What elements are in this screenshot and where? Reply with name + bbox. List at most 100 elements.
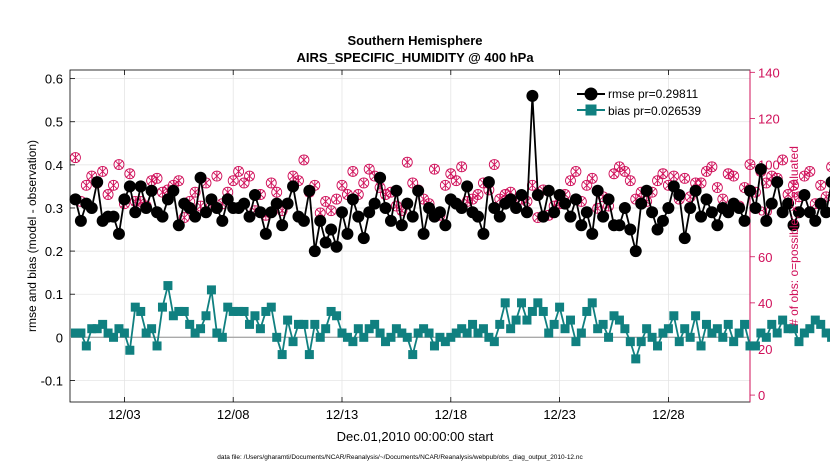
rmse-point xyxy=(618,201,631,214)
rmse-point xyxy=(297,214,310,227)
obs-evaluated-point xyxy=(473,189,483,200)
y-tick-label: 0.1 xyxy=(45,287,63,302)
rmse-point xyxy=(123,180,136,193)
bias-point xyxy=(130,302,140,312)
rmse-point xyxy=(346,193,359,206)
legend-bias-label: bias pr=0.026539 xyxy=(608,104,701,118)
rmse-point xyxy=(733,201,746,214)
obs-evaluated-point xyxy=(109,180,118,191)
obs-possible-point xyxy=(657,168,669,180)
rmse-point xyxy=(711,219,724,232)
obs-possible-point xyxy=(336,179,348,191)
bias-point xyxy=(767,319,777,329)
bias-point xyxy=(391,324,401,334)
bias-point xyxy=(707,328,717,338)
bias-point xyxy=(185,319,195,329)
bias-point xyxy=(533,298,543,308)
obs-evaluated-point xyxy=(778,155,787,165)
rmse-point xyxy=(417,227,430,240)
obs-evaluated-point xyxy=(713,182,722,193)
bias-point xyxy=(827,332,830,342)
bias-point xyxy=(114,324,124,334)
bias-point xyxy=(190,328,200,338)
bias-point xyxy=(451,328,461,338)
obs-possible-point xyxy=(826,161,830,173)
bias-point xyxy=(87,324,97,334)
rmse-point xyxy=(765,197,778,210)
obs-evaluated-point xyxy=(626,175,635,186)
obs-evaluated-point xyxy=(234,166,243,177)
rmse-point xyxy=(575,219,588,232)
bias-point xyxy=(495,319,505,329)
obs-evaluated-point xyxy=(359,178,369,188)
x-tick-label: 12/03 xyxy=(108,407,141,422)
rmse-point xyxy=(374,171,387,184)
bias-point xyxy=(794,337,804,347)
bias-point xyxy=(473,328,483,338)
bias-point xyxy=(674,337,684,347)
bias-point xyxy=(478,324,488,334)
bias-point xyxy=(669,311,679,321)
bias-point xyxy=(740,319,750,329)
y-tick-label: 0 xyxy=(56,330,63,345)
obs-possible-point xyxy=(777,154,789,166)
obs-evaluated-point xyxy=(103,189,113,200)
rmse-point xyxy=(172,219,185,232)
obs-evaluated-point xyxy=(680,173,690,184)
rmse-point xyxy=(814,197,827,210)
rmse-point xyxy=(91,176,104,189)
bias-point xyxy=(201,311,211,321)
rmse-point xyxy=(216,214,229,227)
bias-point xyxy=(337,328,347,338)
y2-tick-label: 140 xyxy=(758,65,780,80)
obs-evaluated-point xyxy=(800,171,809,181)
bias-point xyxy=(799,328,809,338)
rmse-point xyxy=(662,201,675,214)
bias-point xyxy=(223,302,233,312)
obs-evaluated-point xyxy=(419,194,428,204)
rmse-point xyxy=(161,193,174,206)
rmse-point xyxy=(667,180,680,193)
rmse-point xyxy=(390,184,403,197)
obs-possible-point xyxy=(711,182,723,194)
bias-point xyxy=(212,328,222,338)
bias-point xyxy=(76,328,86,338)
bias-point xyxy=(283,315,293,325)
obs-possible-point xyxy=(456,161,468,173)
bias-point xyxy=(206,285,216,295)
data-file-footer: data file: /Users/gharamti/Documents/NCA… xyxy=(217,454,583,461)
bias-point xyxy=(756,328,766,338)
obs-possible-point xyxy=(592,202,604,214)
obs-evaluated-point xyxy=(528,180,537,191)
bias-point xyxy=(429,341,439,351)
rmse-point xyxy=(325,223,338,236)
y-tick-label: 0.2 xyxy=(45,244,63,259)
obs-evaluated-point xyxy=(729,171,738,181)
rmse-point xyxy=(281,197,294,210)
x-tick-label: 12/28 xyxy=(652,407,685,422)
bias-point xyxy=(636,337,646,347)
rmse-point xyxy=(254,206,267,219)
rmse-point xyxy=(112,227,125,240)
rmse-point xyxy=(591,184,604,197)
bias-point xyxy=(435,332,445,342)
rmse-point xyxy=(74,214,87,227)
chart-subtitle: AIRS_SPECIFIC_HUMIDITY @ 400 hPa xyxy=(296,50,534,65)
obs-evaluated-point xyxy=(653,175,662,186)
rmse-point xyxy=(357,232,370,245)
bias-point xyxy=(761,332,771,342)
bias-point xyxy=(152,341,162,351)
rmse-point xyxy=(145,184,158,197)
obs-possible-point xyxy=(450,175,462,187)
obs-evaluated-point xyxy=(827,162,830,172)
obs-evaluated-point xyxy=(321,196,330,207)
bias-point xyxy=(810,315,820,325)
bias-point xyxy=(250,311,260,321)
rmse-point xyxy=(776,206,789,219)
bias-point xyxy=(348,337,358,347)
obs-evaluated-point xyxy=(669,171,679,181)
obs-evaluated-point xyxy=(566,175,575,186)
y-tick-label: 0.4 xyxy=(45,158,63,173)
rmse-point xyxy=(308,245,321,258)
bias-point xyxy=(332,311,342,321)
